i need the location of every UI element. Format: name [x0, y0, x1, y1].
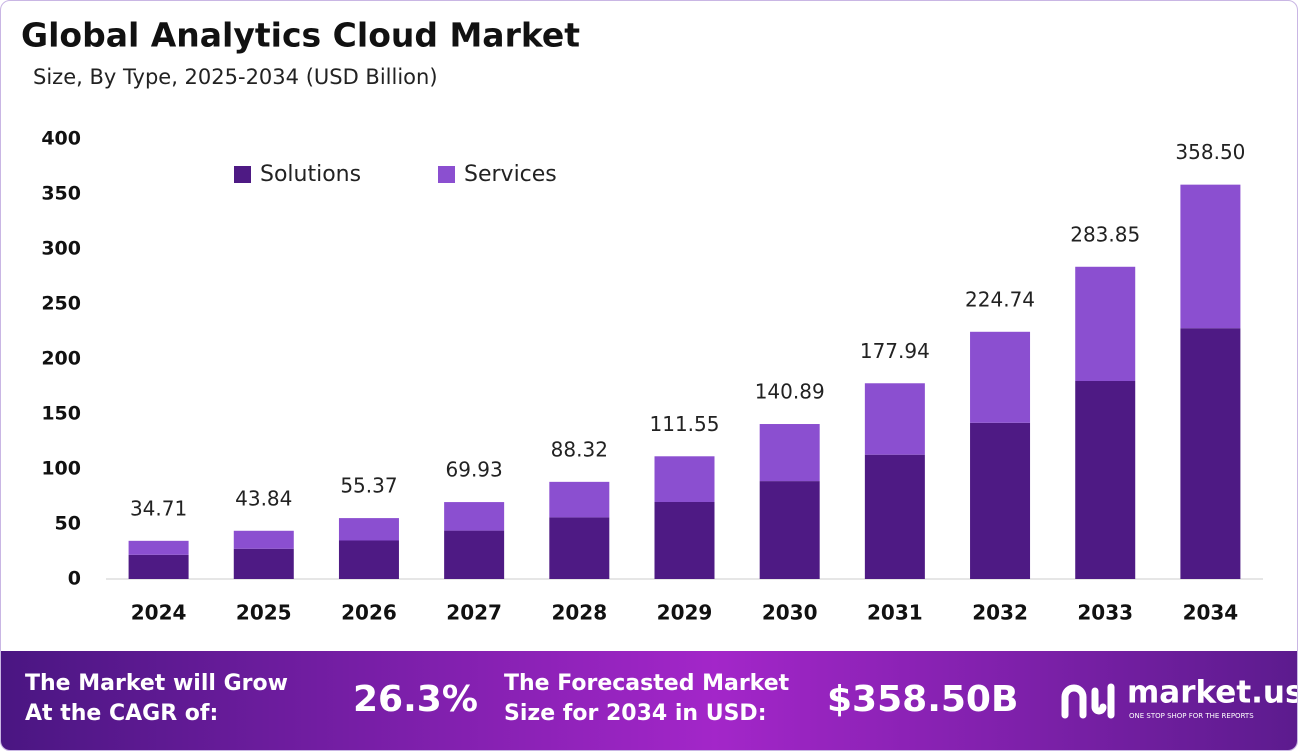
value-label: 177.94: [860, 339, 930, 363]
logo-icon: [1061, 683, 1115, 719]
bar-segment: [444, 530, 505, 579]
value-label: 283.85: [1070, 222, 1140, 246]
legend-swatch: [234, 166, 251, 183]
y-tick-label: 350: [41, 183, 81, 205]
bar-segment: [1075, 381, 1136, 579]
x-tick-label: 2028: [551, 601, 607, 625]
value-label: 88.32: [551, 437, 608, 461]
cagr-value: 26.3%: [353, 679, 478, 720]
bar-segment: [1075, 266, 1136, 381]
x-tick-label: 2027: [446, 601, 502, 625]
bar-segment: [128, 540, 189, 555]
chart-title: Global Analytics Cloud Market: [21, 16, 580, 55]
bar-segment: [1180, 184, 1241, 329]
y-tick-label: 250: [41, 293, 81, 315]
y-tick-label: 300: [41, 238, 81, 260]
x-tick-label: 2030: [762, 601, 818, 625]
value-label: 69.93: [446, 458, 503, 482]
value-label: 111.55: [650, 412, 720, 436]
value-label: 34.71: [130, 496, 187, 520]
legend-label: Solutions: [260, 162, 361, 187]
bar-segment: [970, 422, 1031, 579]
value-label: 224.74: [965, 287, 1035, 311]
y-tick-label: 200: [41, 348, 81, 370]
chart-subtitle: Size, By Type, 2025-2034 (USD Billion): [33, 65, 438, 89]
forecast-label: The Forecasted Market: [504, 671, 790, 696]
x-tick-label: 2033: [1077, 601, 1133, 625]
value-label: 43.84: [235, 486, 292, 510]
bar-segment: [1180, 328, 1241, 579]
y-tick-label: 100: [41, 458, 81, 480]
legend-swatch: [438, 166, 455, 183]
logo-tagline: ONE STOP SHOP FOR THE REPORTS: [1129, 712, 1254, 720]
bar-segment: [233, 530, 294, 549]
x-tick-label: 2024: [131, 601, 187, 625]
legend-label: Services: [464, 162, 557, 187]
x-tick-label: 2031: [867, 601, 923, 625]
y-tick-label: 50: [55, 513, 81, 535]
bar-segment: [864, 454, 925, 579]
y-tick-label: 0: [68, 568, 81, 590]
bar-segment: [128, 554, 189, 579]
bar-segment: [759, 424, 820, 482]
x-tick-label: 2034: [1183, 601, 1239, 625]
x-tick-label: 2029: [657, 601, 713, 625]
cagr-label: The Market will Grow: [25, 671, 288, 696]
x-tick-label: 2032: [972, 601, 1028, 625]
bar-segment: [970, 331, 1031, 423]
bar-segment: [759, 481, 820, 579]
cagr-label: At the CAGR of:: [25, 701, 218, 726]
bar-segment: [444, 502, 505, 531]
x-tick-label: 2026: [341, 601, 397, 625]
bar-segment: [864, 383, 925, 455]
value-label: 358.50: [1175, 140, 1245, 164]
value-label: 55.37: [340, 474, 397, 498]
forecast-label: Size for 2034 in USD:: [504, 701, 767, 726]
y-tick-label: 400: [41, 128, 81, 150]
bar-segment: [654, 456, 715, 502]
logo-text: market.us: [1127, 675, 1298, 711]
bar-segment: [338, 518, 399, 541]
bar-segment: [233, 548, 294, 579]
y-tick-label: 150: [41, 403, 81, 425]
bar-segment: [549, 481, 610, 518]
bar-segment: [549, 517, 610, 579]
value-label: 140.89: [755, 380, 825, 404]
forecast-value: $358.50B: [827, 679, 1018, 720]
bar-segment: [654, 502, 715, 579]
x-tick-label: 2025: [236, 601, 292, 625]
bar-segment: [338, 540, 399, 579]
